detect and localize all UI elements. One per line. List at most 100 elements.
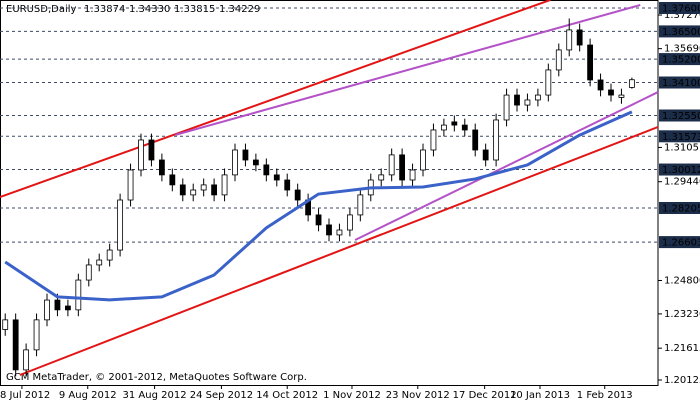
candle-body bbox=[440, 124, 447, 131]
candle-body bbox=[409, 169, 416, 181]
ohlc-value: 1.33874 bbox=[84, 4, 125, 15]
candle-body bbox=[420, 149, 426, 171]
candle-body bbox=[378, 174, 385, 181]
candle-body bbox=[388, 154, 395, 176]
trendline bbox=[354, 91, 659, 241]
level-box bbox=[659, 109, 700, 122]
candle-body bbox=[451, 121, 458, 126]
candle-body bbox=[64, 305, 71, 311]
ohlc-value: 1.34330 bbox=[129, 4, 170, 15]
candle-body bbox=[399, 154, 406, 181]
level-box bbox=[659, 236, 700, 249]
candle-body bbox=[169, 174, 176, 186]
y-tick-label: 1.23230 bbox=[664, 309, 700, 320]
level-label: 1.35200 bbox=[662, 55, 700, 66]
level-label: 1.32550 bbox=[662, 111, 700, 122]
candle-body bbox=[232, 149, 238, 176]
candle-body bbox=[608, 89, 614, 96]
candle-body bbox=[430, 129, 437, 151]
level-box bbox=[659, 163, 700, 176]
x-tick-label: 14 Oct 2012 bbox=[256, 390, 318, 401]
level-box bbox=[659, 25, 700, 38]
level-label: 1.28205 bbox=[662, 203, 700, 214]
candle-body bbox=[618, 94, 625, 98]
candle-body bbox=[628, 79, 635, 88]
level-label: 1.30012 bbox=[662, 165, 700, 176]
candle-body bbox=[597, 79, 604, 91]
candle-body bbox=[566, 29, 573, 51]
trendline bbox=[175, 4, 641, 136]
candle-body bbox=[294, 189, 301, 201]
x-tick-label: 10 Jan 2013 bbox=[510, 390, 570, 401]
x-tick-label: 18 Jul 2012 bbox=[0, 390, 50, 401]
candle-body bbox=[336, 229, 343, 236]
candle-body bbox=[158, 159, 165, 176]
candle-body bbox=[346, 214, 353, 231]
x-tick-label: 31 Aug 2012 bbox=[123, 390, 187, 401]
copyright: GCM MetaTrader, © 2001-2012, MetaQuotes … bbox=[6, 372, 307, 383]
candle-body bbox=[190, 189, 197, 196]
x-tick-label: 24 Sep 2012 bbox=[190, 390, 253, 401]
trendline bbox=[19, 126, 659, 376]
candle-body bbox=[576, 29, 583, 46]
level-label: 1.31573 bbox=[662, 132, 700, 143]
x-tick-label: 1 Nov 2012 bbox=[323, 390, 381, 401]
candle-body bbox=[357, 194, 364, 216]
candle-body bbox=[472, 129, 479, 151]
candle-body bbox=[138, 139, 144, 171]
candle-body bbox=[96, 259, 103, 266]
level-box bbox=[659, 76, 700, 89]
y-tick-label: 1.35690 bbox=[664, 44, 700, 55]
x-tick-label: 17 Dec 2012 bbox=[453, 390, 517, 401]
level-label: 1.34100 bbox=[662, 78, 700, 89]
level-label: 1.37600 bbox=[662, 4, 700, 15]
candle-body bbox=[503, 94, 510, 121]
candle-body bbox=[315, 214, 322, 226]
candle-body bbox=[127, 169, 134, 201]
candle-body bbox=[44, 299, 50, 321]
level-box bbox=[659, 201, 700, 214]
candle-body bbox=[514, 94, 520, 106]
candle-body bbox=[461, 124, 468, 131]
level-label: 1.26603 bbox=[662, 238, 700, 249]
candle-body bbox=[242, 149, 249, 161]
candle-body bbox=[23, 349, 30, 371]
candle-body bbox=[221, 174, 228, 196]
candle-body bbox=[555, 49, 562, 71]
candle-body bbox=[263, 164, 270, 176]
ohlc-value: 1.34229 bbox=[219, 4, 260, 15]
candle-body bbox=[493, 119, 500, 161]
y-tick-label: 1.20125 bbox=[664, 375, 700, 386]
candle-body bbox=[524, 99, 531, 106]
x-tick-label: 1 Feb 2013 bbox=[577, 390, 633, 401]
candle-body bbox=[587, 44, 594, 81]
y-tick-label: 1.21615 bbox=[664, 343, 700, 354]
ohlc-value: 1.33815 bbox=[174, 4, 215, 15]
y-tick-label: 1.24800 bbox=[664, 275, 700, 286]
candle-body bbox=[326, 224, 332, 236]
candle-body bbox=[117, 199, 124, 251]
candle-body bbox=[54, 299, 61, 311]
candle-body bbox=[85, 264, 92, 281]
candle-body bbox=[211, 184, 218, 196]
header: EURUSD,Daily bbox=[6, 4, 77, 15]
candle-body bbox=[200, 184, 207, 191]
y-tick-label: 1.37270 bbox=[664, 10, 700, 21]
trendline bbox=[0, 0, 551, 198]
candle-body bbox=[33, 319, 40, 351]
x-tick-label: 23 Nov 2012 bbox=[386, 390, 450, 401]
x-tick-label: 9 Aug 2012 bbox=[59, 390, 117, 401]
candle-body bbox=[252, 159, 259, 166]
candle-body bbox=[179, 184, 186, 196]
candle-body bbox=[273, 174, 280, 181]
symbol: EURUSD,Daily bbox=[6, 4, 77, 15]
candle-body bbox=[2, 319, 9, 330]
level-box bbox=[659, 2, 700, 14]
level-box bbox=[659, 130, 700, 143]
candle-body bbox=[106, 249, 113, 261]
y-tick-label: 1.29440 bbox=[664, 177, 700, 188]
moving-average bbox=[4, 110, 633, 302]
level-box bbox=[659, 53, 700, 66]
candle-body bbox=[482, 149, 489, 161]
